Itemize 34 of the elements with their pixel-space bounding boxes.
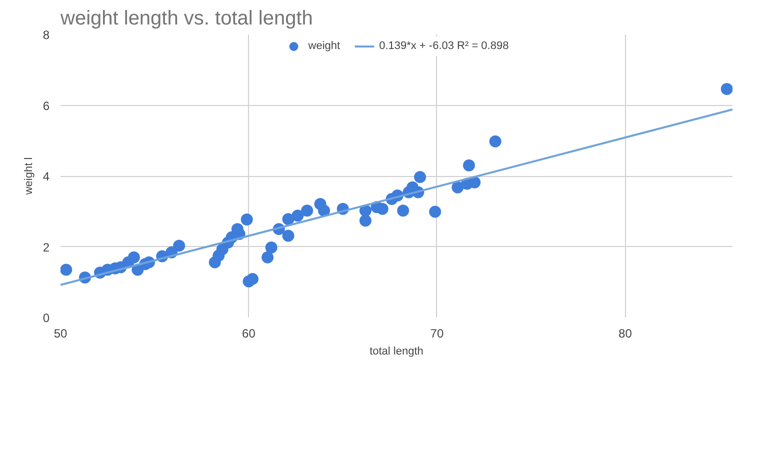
y-tick-label: 6	[42, 98, 50, 113]
y-tick-label: 0	[42, 311, 50, 325]
point	[397, 204, 410, 217]
point	[429, 206, 442, 218]
point	[128, 251, 140, 264]
x-axis-title: total length	[370, 346, 424, 358]
point	[265, 241, 278, 254]
x-tick-label: 70	[430, 326, 444, 340]
chart-title: weight length vs. total length	[60, 8, 313, 30]
point	[282, 230, 294, 242]
point	[292, 210, 304, 222]
y-tick-label: 8	[42, 28, 50, 42]
point	[489, 135, 502, 148]
point	[262, 251, 274, 264]
x-tick-label: 50	[54, 326, 68, 340]
point	[246, 272, 258, 285]
point	[173, 240, 186, 252]
point	[282, 213, 294, 226]
point	[720, 82, 732, 95]
point	[462, 159, 475, 172]
legend-label: 0.139*x + -6.03 R² = 0.898	[379, 40, 509, 52]
point	[359, 204, 372, 217]
point	[318, 204, 330, 217]
point	[301, 204, 314, 217]
y-tick-label: 4	[42, 170, 50, 184]
x-tick-label: 60	[242, 326, 256, 340]
x-tick-label: 80	[618, 326, 632, 340]
point	[414, 171, 426, 184]
legend-label: weight	[308, 40, 340, 52]
point	[359, 214, 372, 227]
y-axis-title: weight l	[22, 157, 35, 196]
point	[60, 264, 72, 276]
point	[240, 214, 253, 226]
y-tick-label: 2	[42, 240, 50, 254]
